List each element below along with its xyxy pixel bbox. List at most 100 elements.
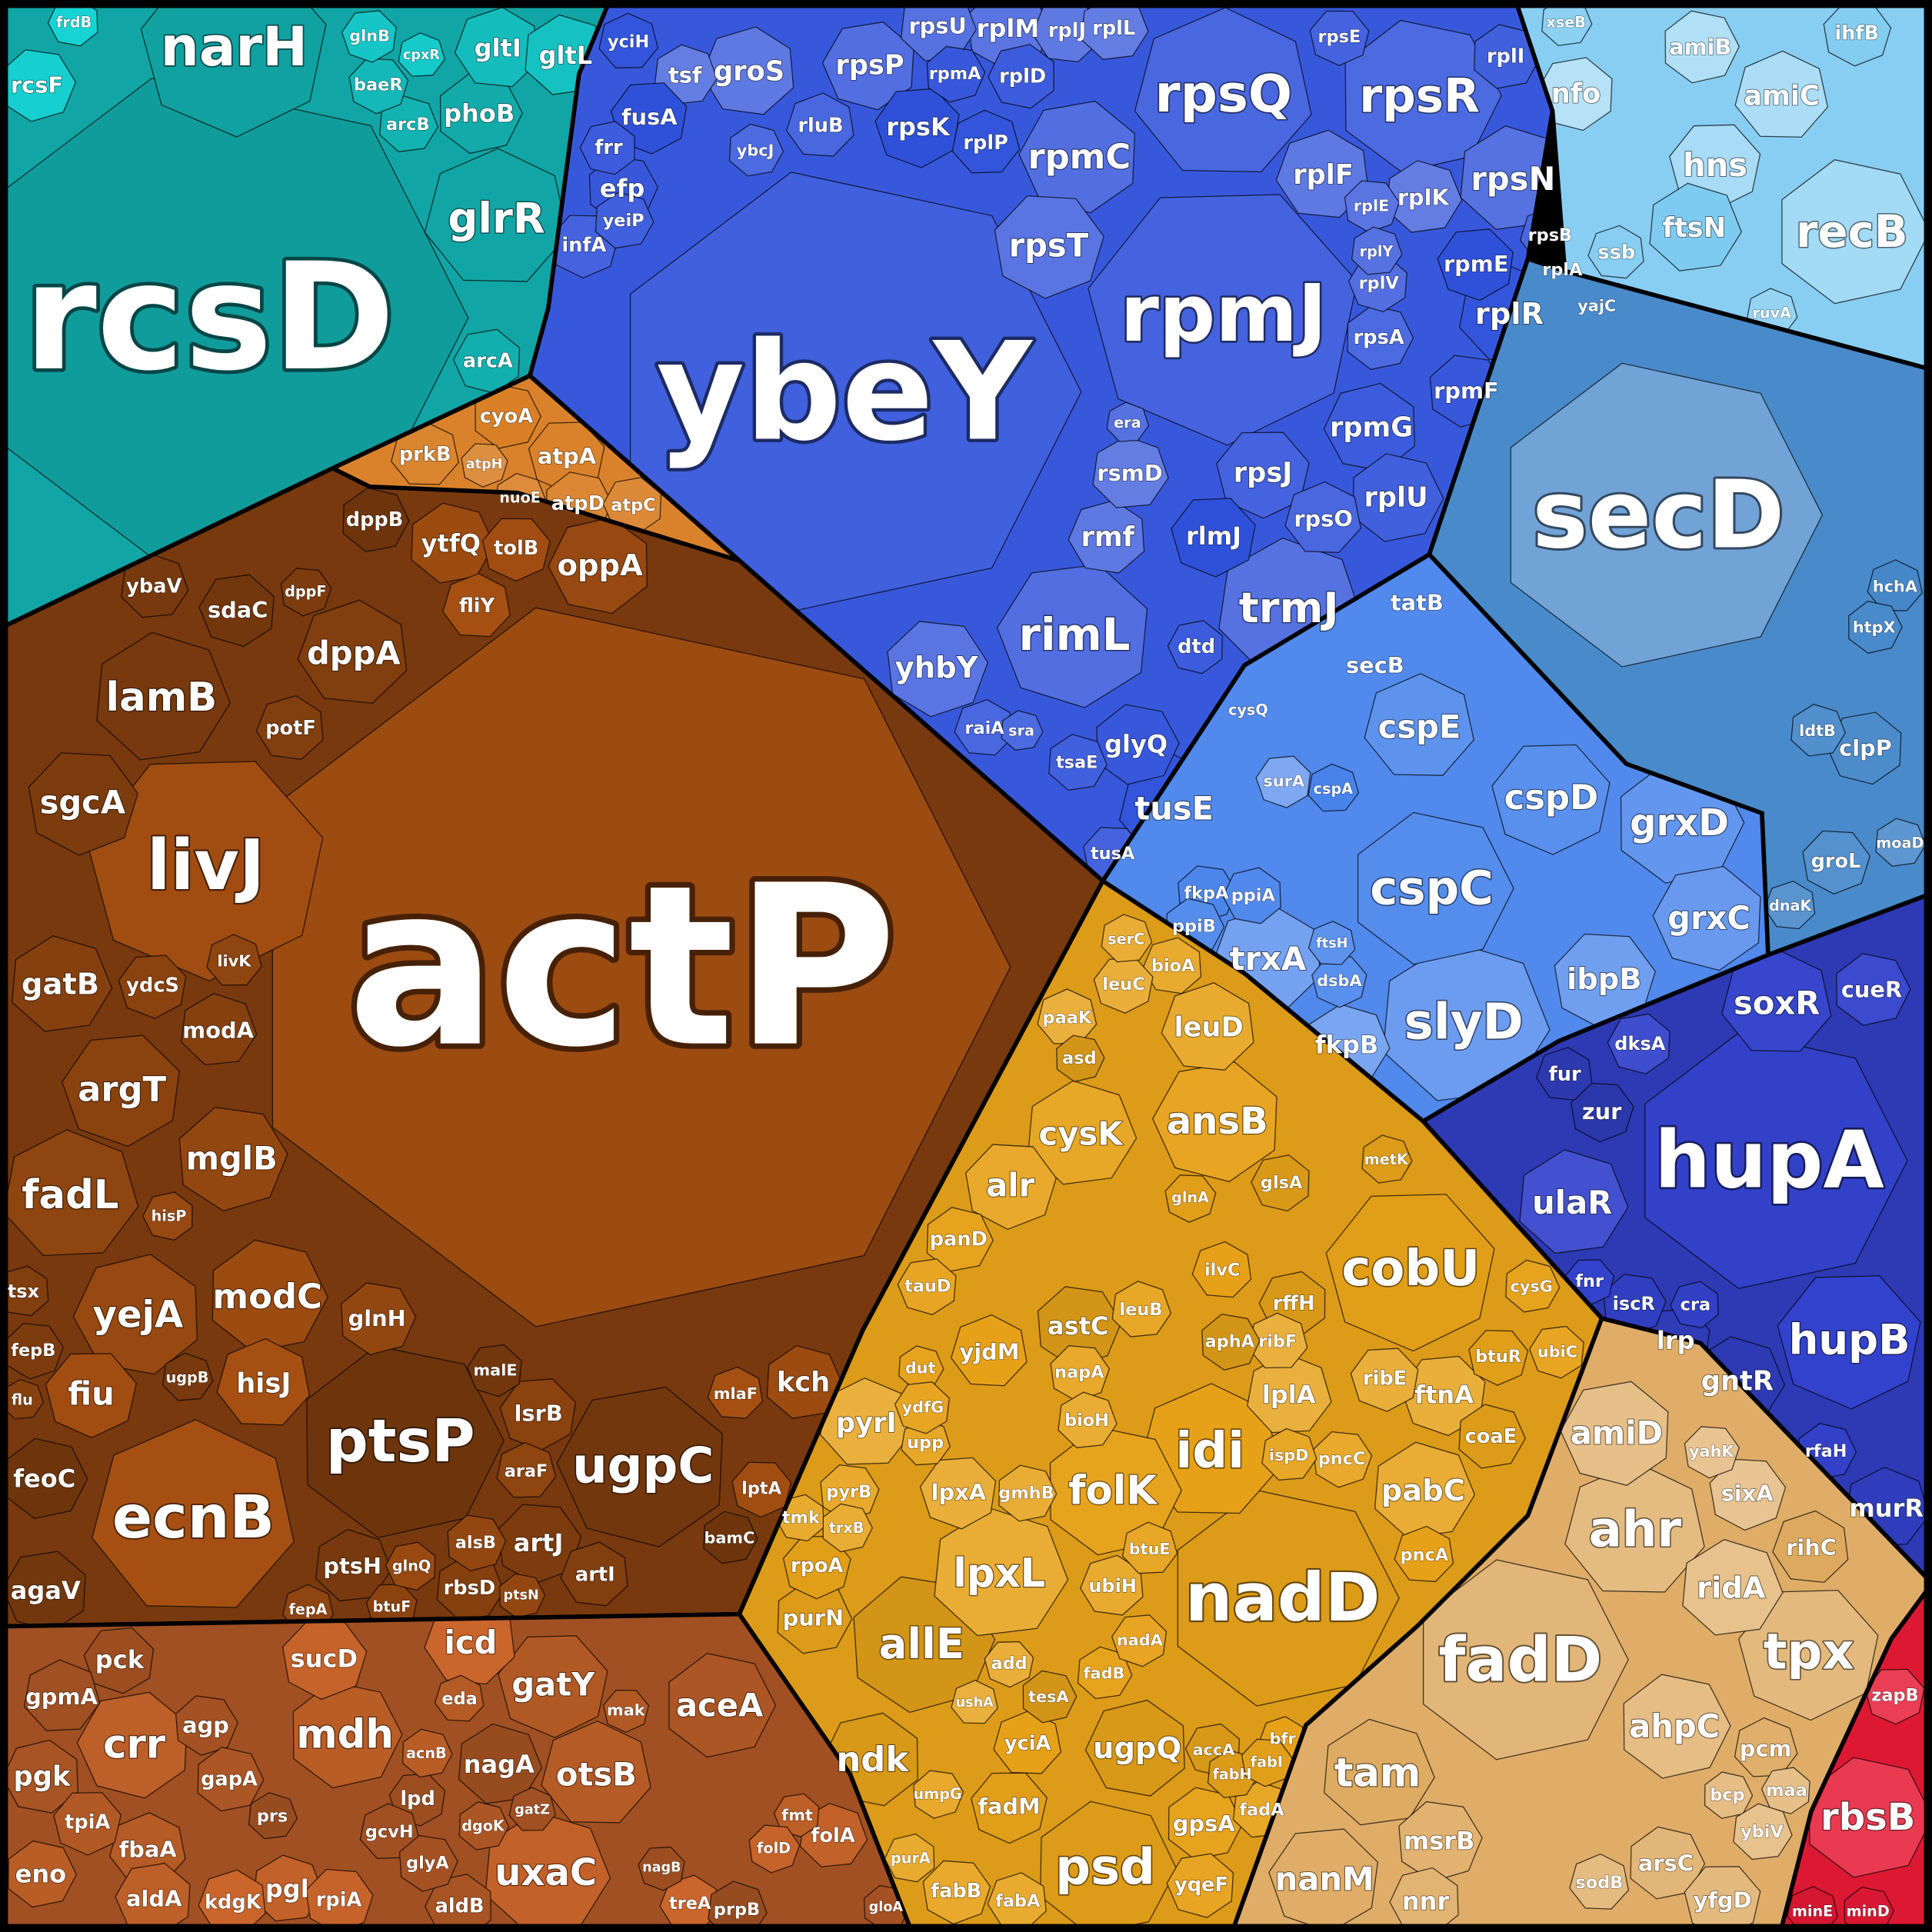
cell-label: modC xyxy=(212,1276,322,1317)
cell xyxy=(998,1464,1058,1522)
cell-label: rcsF xyxy=(11,72,63,98)
cell xyxy=(1077,1646,1133,1700)
cell xyxy=(1001,710,1044,751)
cell-label: amiB xyxy=(1669,34,1731,60)
cell-label: rffH xyxy=(1273,1292,1315,1315)
cell xyxy=(728,123,784,177)
cell-label: uxaC xyxy=(495,1851,597,1894)
cell xyxy=(1394,1525,1454,1583)
cell-label: pyrI xyxy=(836,1407,897,1439)
cell-label: fmt xyxy=(781,1806,813,1824)
cell xyxy=(951,109,1021,174)
cell-label: arsC xyxy=(1638,1850,1694,1876)
cell-label: araF xyxy=(505,1461,548,1481)
cell-label: fliY xyxy=(459,595,495,618)
cell-label: msrB xyxy=(1404,1826,1475,1855)
cell xyxy=(1437,228,1514,301)
cell xyxy=(1505,1259,1561,1313)
cell-label: idi xyxy=(1175,1423,1244,1480)
cell-label: tpiA xyxy=(65,1810,110,1834)
cell-label: ihfB xyxy=(1834,22,1879,45)
cell xyxy=(894,1381,950,1434)
cell xyxy=(1357,811,1514,965)
cell xyxy=(1092,435,1169,508)
cell-label: ruvA xyxy=(1752,304,1791,321)
cell-label: pgk xyxy=(14,1761,72,1793)
cell xyxy=(1772,1510,1849,1584)
cell-label: surA xyxy=(1264,772,1305,791)
cell-label: flu xyxy=(12,1391,33,1408)
group xyxy=(529,0,1553,881)
cell-label: narH xyxy=(161,15,308,78)
cell-label: cueR xyxy=(1841,976,1902,1002)
cell-label: aldA xyxy=(126,1886,182,1912)
cell-label: fabH xyxy=(1212,1765,1251,1783)
cell-label: fnr xyxy=(1575,1271,1604,1291)
cell-label: rplM xyxy=(977,14,1040,43)
cell-label: livJ xyxy=(147,826,265,906)
cell-label: rpmG xyxy=(1330,411,1413,443)
cell-label: artJ xyxy=(514,1528,564,1557)
cell xyxy=(884,1833,935,1883)
cell xyxy=(447,1514,507,1572)
cell-label: rpmA xyxy=(929,64,981,84)
cell-label: agp xyxy=(182,1712,229,1738)
cell xyxy=(1560,1381,1669,1486)
cell xyxy=(206,934,262,986)
cell-label: pabC xyxy=(1381,1474,1465,1508)
cell-label: aldB xyxy=(435,1894,485,1917)
cell-label: dppB xyxy=(346,508,404,531)
cell-label: grxD xyxy=(1630,801,1729,844)
cell-label: arcA xyxy=(463,349,513,372)
cell-label: nagA xyxy=(464,1750,535,1779)
cell xyxy=(1166,1853,1234,1918)
cell xyxy=(118,954,187,1019)
cell-label: slyD xyxy=(1404,994,1524,1051)
cell-label: rplU xyxy=(1364,482,1427,514)
cell-label: lptA xyxy=(741,1478,781,1498)
cell-label: fabA xyxy=(995,1891,1041,1911)
cell-label: cysQ xyxy=(1228,701,1268,718)
cell-label: glyQ xyxy=(1104,730,1168,759)
cell xyxy=(1491,744,1611,855)
cell-label: rpsT xyxy=(1009,226,1089,264)
cell xyxy=(1247,1353,1332,1434)
cell-label: gcvH xyxy=(365,1822,414,1842)
cell-label: malE xyxy=(473,1361,517,1379)
cell xyxy=(5,1437,88,1519)
cell-label: trmJ xyxy=(1239,583,1339,632)
cell xyxy=(216,1337,311,1426)
cell-label: rplY xyxy=(1360,242,1394,260)
cell xyxy=(248,1792,298,1840)
cell-label: purA xyxy=(891,1849,931,1867)
cell-label: hupA xyxy=(1654,1115,1884,1207)
cell xyxy=(1652,865,1761,971)
cell-label: dtd xyxy=(1178,635,1215,658)
cell-label: amiD xyxy=(1571,1414,1663,1452)
cell-label: psd xyxy=(1055,1840,1155,1897)
cell xyxy=(1111,1281,1172,1337)
cell-label: hchA xyxy=(1873,578,1917,596)
cell xyxy=(1039,1800,1178,1932)
cell-label: fur xyxy=(1549,1063,1581,1086)
cell-label: secD xyxy=(1532,461,1784,570)
cell xyxy=(1111,1614,1168,1667)
cell-label: sgcA xyxy=(40,783,126,821)
cell xyxy=(401,1728,453,1778)
cell-label: nanM xyxy=(1275,1860,1374,1898)
cell xyxy=(874,88,960,168)
cell xyxy=(595,192,655,249)
cell xyxy=(378,95,439,152)
cell xyxy=(1458,1404,1526,1469)
cell-label: fabB xyxy=(931,1880,981,1903)
cell-label: yfgD xyxy=(1694,1887,1752,1913)
cell xyxy=(72,1254,198,1375)
cell-label: arcB xyxy=(386,115,430,135)
cell xyxy=(1535,1047,1593,1101)
cell-label: aphA xyxy=(1205,1332,1255,1352)
cell-label: lrp xyxy=(1657,1326,1695,1355)
cell xyxy=(1084,1699,1185,1797)
cell-label: sdaC xyxy=(208,597,268,623)
cell xyxy=(1,1378,45,1420)
